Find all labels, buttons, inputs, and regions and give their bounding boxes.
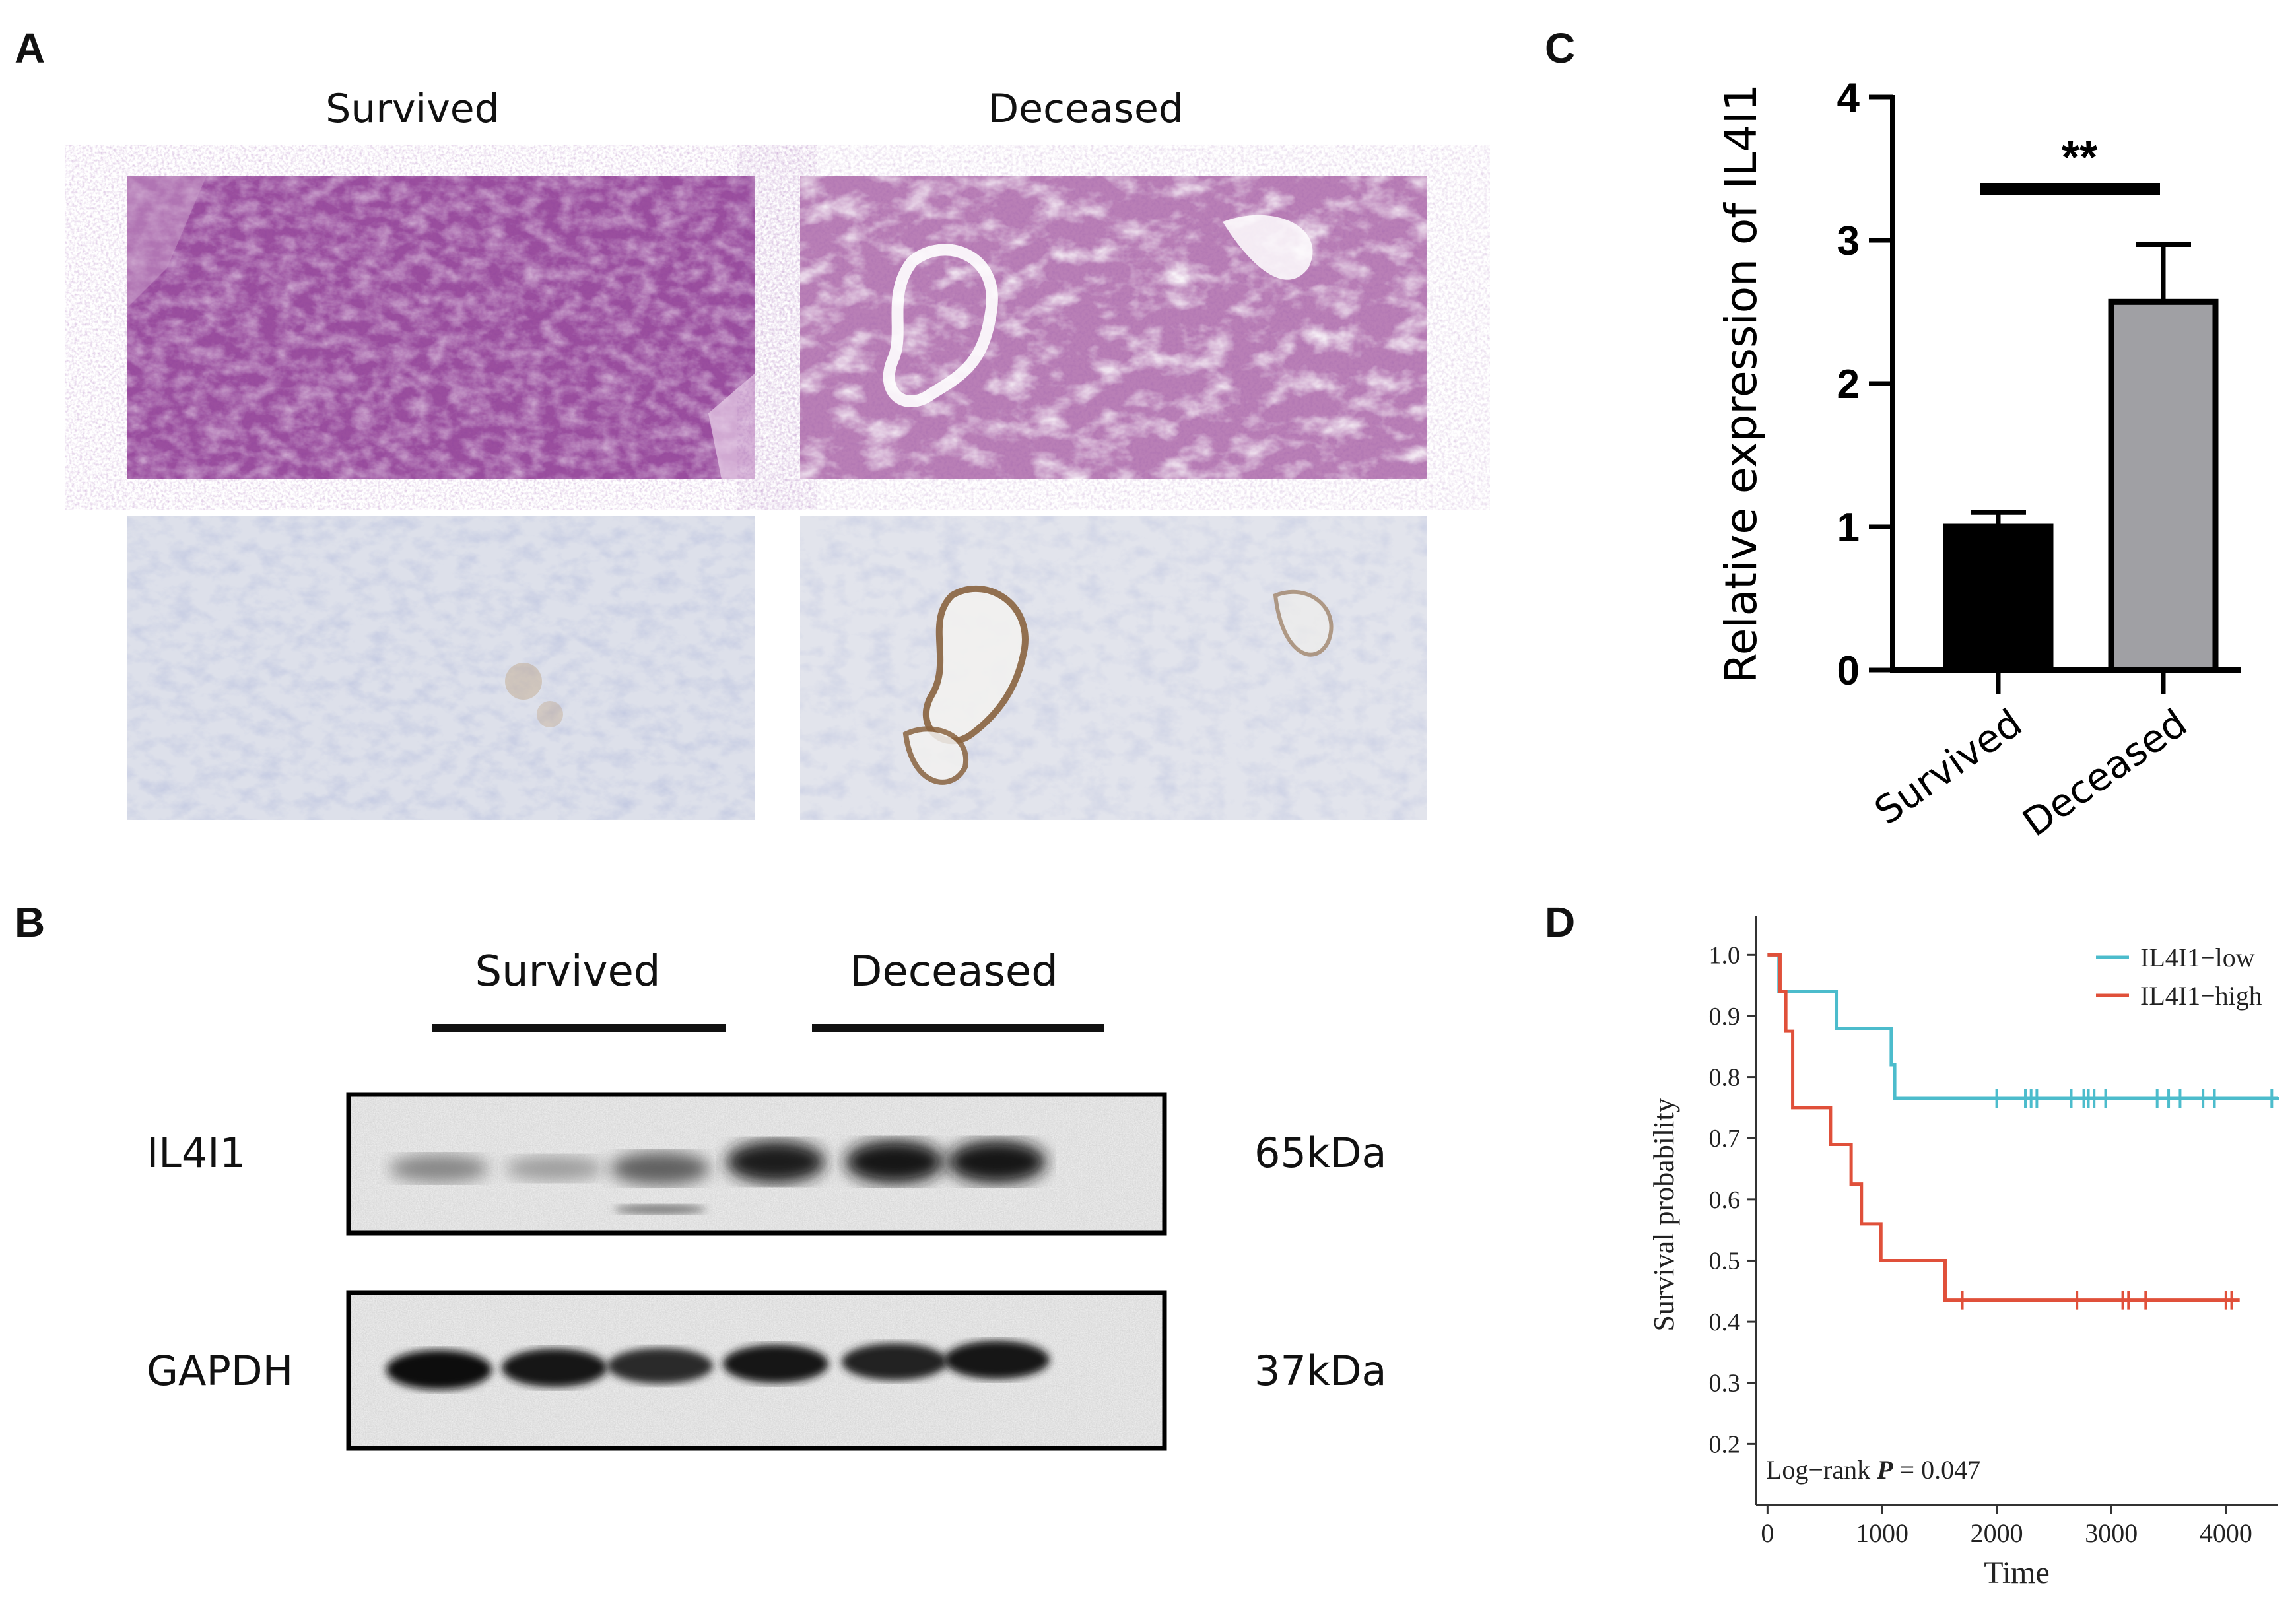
panel-a-letter: A	[15, 24, 46, 72]
panel-b-deceased-bar	[812, 1024, 1104, 1032]
d-x-tick-label: 4000	[2200, 1518, 2252, 1548]
d-y-tick-label: 0.3	[1709, 1370, 1741, 1397]
wb-gapdh-band	[723, 1345, 828, 1383]
d-y-axis-label: Survival probability	[1648, 1098, 1680, 1331]
wb-protein-label-il4i1: IL4I1	[147, 1129, 246, 1177]
d-censor-mark	[2264, 1089, 2279, 1108]
wb-gapdh-band	[607, 1348, 713, 1384]
d-censor-mark	[1989, 1089, 2004, 1108]
wb-il4i1-band	[947, 1140, 1046, 1184]
panel-b-deceased-title: Deceased	[850, 947, 1058, 996]
d-censor-mark	[2173, 1089, 2188, 1108]
wb-il4i1-band	[611, 1152, 710, 1185]
d-y-tick-label: 0.8	[1709, 1064, 1741, 1092]
d-censor-mark	[2070, 1291, 2085, 1310]
d-censor-mark	[2098, 1089, 2113, 1108]
c-y-tick-label: 3	[1837, 219, 1860, 264]
wb-gapdh-band	[944, 1341, 1050, 1379]
c-x-tick-label: Survived	[1866, 700, 2030, 834]
d-censor-mark	[2224, 1291, 2239, 1310]
wb-il4i1-band	[726, 1140, 825, 1184]
wb-il4i1-lower-band	[614, 1205, 706, 1214]
d-legend-label: IL4I1−high	[2140, 981, 2262, 1011]
c-y-tick-label: 0	[1837, 648, 1860, 694]
c-y-tick-label: 2	[1837, 362, 1860, 407]
panel-b-letter: B	[15, 898, 46, 946]
d-legend-label: IL4I1−low	[2140, 943, 2255, 972]
ihc-image-survived	[127, 516, 755, 820]
d-y-tick-label: 0.4	[1709, 1308, 1741, 1336]
bar-chart-relative-expression: 0 1 2 3 4 Relative expression of IL4I1 Survive…	[1716, 75, 2241, 846]
c-y-tick-label: 1	[1837, 505, 1860, 551]
d-y-tick-label: 1.0	[1709, 941, 1741, 969]
he-image-survived	[127, 176, 755, 479]
c-significance-stars: **	[2062, 131, 2098, 183]
d-x-tick-label: 3000	[2085, 1518, 2138, 1548]
d-x-tick-label: 1000	[1856, 1518, 1908, 1548]
d-x-tick-label: 0	[1761, 1518, 1774, 1548]
d-censor-mark	[2207, 1089, 2222, 1108]
d-y-tick-label: 0.5	[1709, 1247, 1741, 1275]
he-image-deceased	[800, 176, 1427, 479]
panel-c-letter: C	[1545, 24, 1576, 72]
wb-il4i1-bands	[389, 1140, 1046, 1214]
western-blot	[346, 1092, 1167, 1451]
panel-b-survived-bar	[432, 1024, 726, 1032]
wb-size-label-il4i1: 65kDa	[1254, 1129, 1387, 1177]
c-y-axis-label: Relative expression of IL4I1	[1716, 84, 1767, 683]
d-y-tick-label: 0.6	[1709, 1186, 1741, 1214]
d-survival-curve	[1767, 953, 2240, 1302]
d-censor-mark	[2029, 1089, 2044, 1108]
d-censor-mark	[2064, 1089, 2079, 1108]
d-censor-mark	[1955, 1291, 1970, 1310]
d-x-tick-label: 2000	[1971, 1518, 2023, 1548]
wb-size-label-gapdh: 37kDa	[1254, 1347, 1387, 1395]
c-x-tick-label: Deceased	[2015, 700, 2195, 846]
c-y-tick-label: 4	[1837, 75, 1860, 121]
panel-d-letter: D	[1545, 898, 1576, 946]
wb-protein-label-gapdh: GAPDH	[147, 1347, 294, 1395]
d-y-tick-label: 0.2	[1709, 1431, 1741, 1458]
wb-gapdh-band	[502, 1349, 607, 1387]
wb-il4i1-band	[389, 1155, 489, 1182]
wb-gapdh-bands	[386, 1341, 1050, 1390]
wb-il4i1-band	[505, 1156, 604, 1181]
c-bar	[2108, 298, 2219, 673]
wb-il4i1-band	[845, 1140, 944, 1184]
d-x-axis-label: Time	[1984, 1555, 2050, 1590]
c-bar	[1943, 523, 2054, 673]
wb-gapdh-band	[842, 1343, 947, 1380]
wb-gapdh-band	[386, 1350, 492, 1390]
d-y-tick-label: 0.9	[1709, 1003, 1741, 1030]
d-y-tick-label: 0.7	[1709, 1125, 1741, 1153]
d-censor-mark	[2138, 1291, 2153, 1310]
panel-a-survived-title: Survived	[325, 86, 500, 132]
km-survival-chart: 0.2 0.3 0.4 0.5 0.6 0.7 0.8 0.9 1.0 0 1000 2000 3000…	[1648, 916, 2279, 1590]
d-survival-curve	[1767, 953, 2278, 1100]
d-censor-mark	[2121, 1291, 2136, 1310]
d-logrank-annotation: Log−rank P = 0.047	[1766, 1455, 1980, 1485]
ihc-image-deceased	[800, 516, 1427, 820]
panel-b-survived-title: Survived	[475, 947, 661, 996]
panel-a-deceased-title: Deceased	[988, 86, 1184, 132]
